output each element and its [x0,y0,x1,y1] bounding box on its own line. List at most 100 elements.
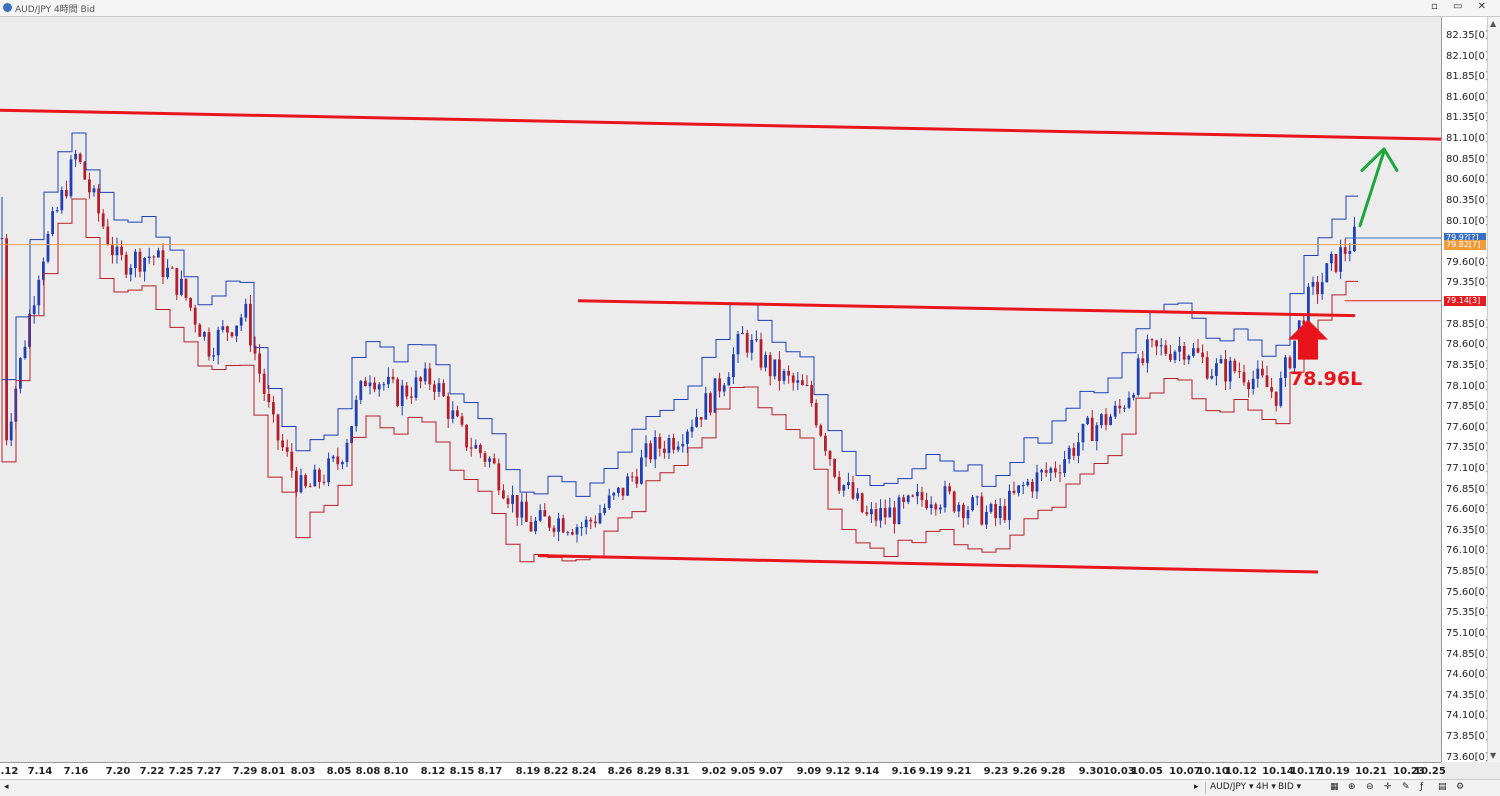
time-tick-label: 9.23 [983,766,1009,777]
candle-body [267,393,271,403]
draw-icon[interactable]: ✎ [1402,782,1410,792]
trendline-lower-support[interactable] [537,554,1319,574]
price-type-select[interactable]: BID ▾ [1278,782,1302,792]
candle-type-icon[interactable]: ▦ [1330,782,1339,792]
candle-body [1256,368,1260,379]
candle-body [198,324,202,337]
price-tick-label: 73.60[0] [1446,751,1489,763]
candle-body [1072,447,1076,456]
price-axis[interactable]: 82.35[0] 82.10[0] 81.85[0] 81.60[0] 81.35[0]… [1441,17,1489,763]
time-tick-label: 8.22 [543,766,569,777]
app-icon [3,3,12,12]
candle-body [1118,405,1122,409]
price-tick-label: 76.35[0] [1446,524,1489,536]
candle-body [916,492,919,497]
candle-body [1247,382,1250,389]
candle-body [244,303,248,318]
candle-body [134,251,137,268]
candle-body [511,495,514,504]
window-controls[interactable]: ▫ ▭ ✕ [1431,1,1492,12]
candle-body [354,399,358,427]
crosshair-icon[interactable]: ✛ [1384,782,1392,792]
layout-icon[interactable]: ▤ [1438,782,1447,792]
candle-body [74,153,77,160]
indicator-icon[interactable]: ƒ [1420,782,1424,792]
candle-body [621,487,625,496]
candle-body [874,509,878,521]
candle-body [359,380,363,400]
zoom-in-icon[interactable]: ⊕ [1348,782,1356,792]
price-annotation: 78.96L [1290,368,1363,390]
candle-body [934,504,938,510]
candle-body [948,486,951,492]
zoom-out-icon[interactable]: ⊖ [1366,782,1374,792]
candle-body [364,380,367,387]
time-tick-label: 10.12 [1225,766,1257,777]
time-axis: 7.12 7.14 7.16 7.20 7.227.257.27 7.298.01 8.03… [0,762,1446,779]
time-tick-label: 8.10 [383,766,409,777]
symbol-select[interactable]: AUD/JPY ▾ [1210,782,1254,792]
price-tick-label: 74.35[0] [1446,689,1489,701]
buy-arrow-icon [1288,319,1328,360]
timeframe-select[interactable]: 4H ▾ [1256,782,1276,792]
candle-body [529,521,533,532]
candle-body [1058,472,1062,474]
candle-body [1095,425,1099,442]
time-tick-label: 7.22 [139,766,165,777]
candle-body [962,504,965,519]
candle-body [1123,407,1126,409]
candle-body [1035,472,1039,492]
settings-icon[interactable]: ⚙ [1456,782,1465,792]
time-tick-label: 7.16 [63,766,89,777]
candle-body [170,267,174,269]
candle-body [152,256,156,258]
price-chart[interactable] [0,17,1441,762]
candle-body [534,520,537,532]
candle-body [580,527,583,529]
candle-body [1288,357,1292,369]
price-tick-label: 78.10[0] [1446,380,1489,392]
candle-body [239,317,243,326]
trendline-middle-line[interactable] [577,299,1356,318]
scroll-down-icon[interactable]: ▼ [1490,751,1497,760]
price-tick-label: 77.10[0] [1446,462,1489,474]
trendline-layer [0,108,1441,574]
candle-body [755,339,758,341]
candle-body [166,267,169,278]
candle-body [925,500,928,509]
candle-body [23,346,27,359]
candle-body [1155,340,1158,347]
candle-body [667,438,671,453]
candle-body [617,487,620,493]
candle-body [773,359,777,377]
scroll-up-icon[interactable]: ▲ [1490,19,1497,28]
candle-body [506,498,510,504]
time-tick-label: 9.07 [758,766,784,777]
time-tick-label: 8.05 [326,766,352,777]
price-tick-label: 80.60[0] [1446,174,1489,186]
candle-body [235,325,238,337]
candle-body [253,345,257,354]
candle-body [994,504,997,518]
current-price-tag: 79.14[3] [1444,295,1486,306]
candle-body [814,403,818,426]
price-tick-label: 79.35[0] [1446,277,1489,289]
candle-body [1054,468,1057,473]
candle-body [902,497,905,503]
candle-body [851,482,855,499]
price-tick-label: 82.35[0] [1446,30,1489,41]
candle-body [1021,485,1025,487]
candle-body [1187,355,1191,360]
scroll-left-icon[interactable]: ◂ [4,782,9,792]
candle-body [644,443,648,458]
candle-body [1339,247,1342,272]
vertical-scrollbar[interactable]: ▲ ▼ [1487,17,1500,762]
candle-body [975,496,979,498]
candle-body [920,492,924,501]
trendline-upper-resistance[interactable] [0,108,1441,141]
scroll-right-icon[interactable]: ▸ [1194,782,1199,792]
candle-body [833,459,836,477]
candle-body [428,368,432,385]
candle-body [1150,339,1154,341]
candle-body [290,451,294,471]
